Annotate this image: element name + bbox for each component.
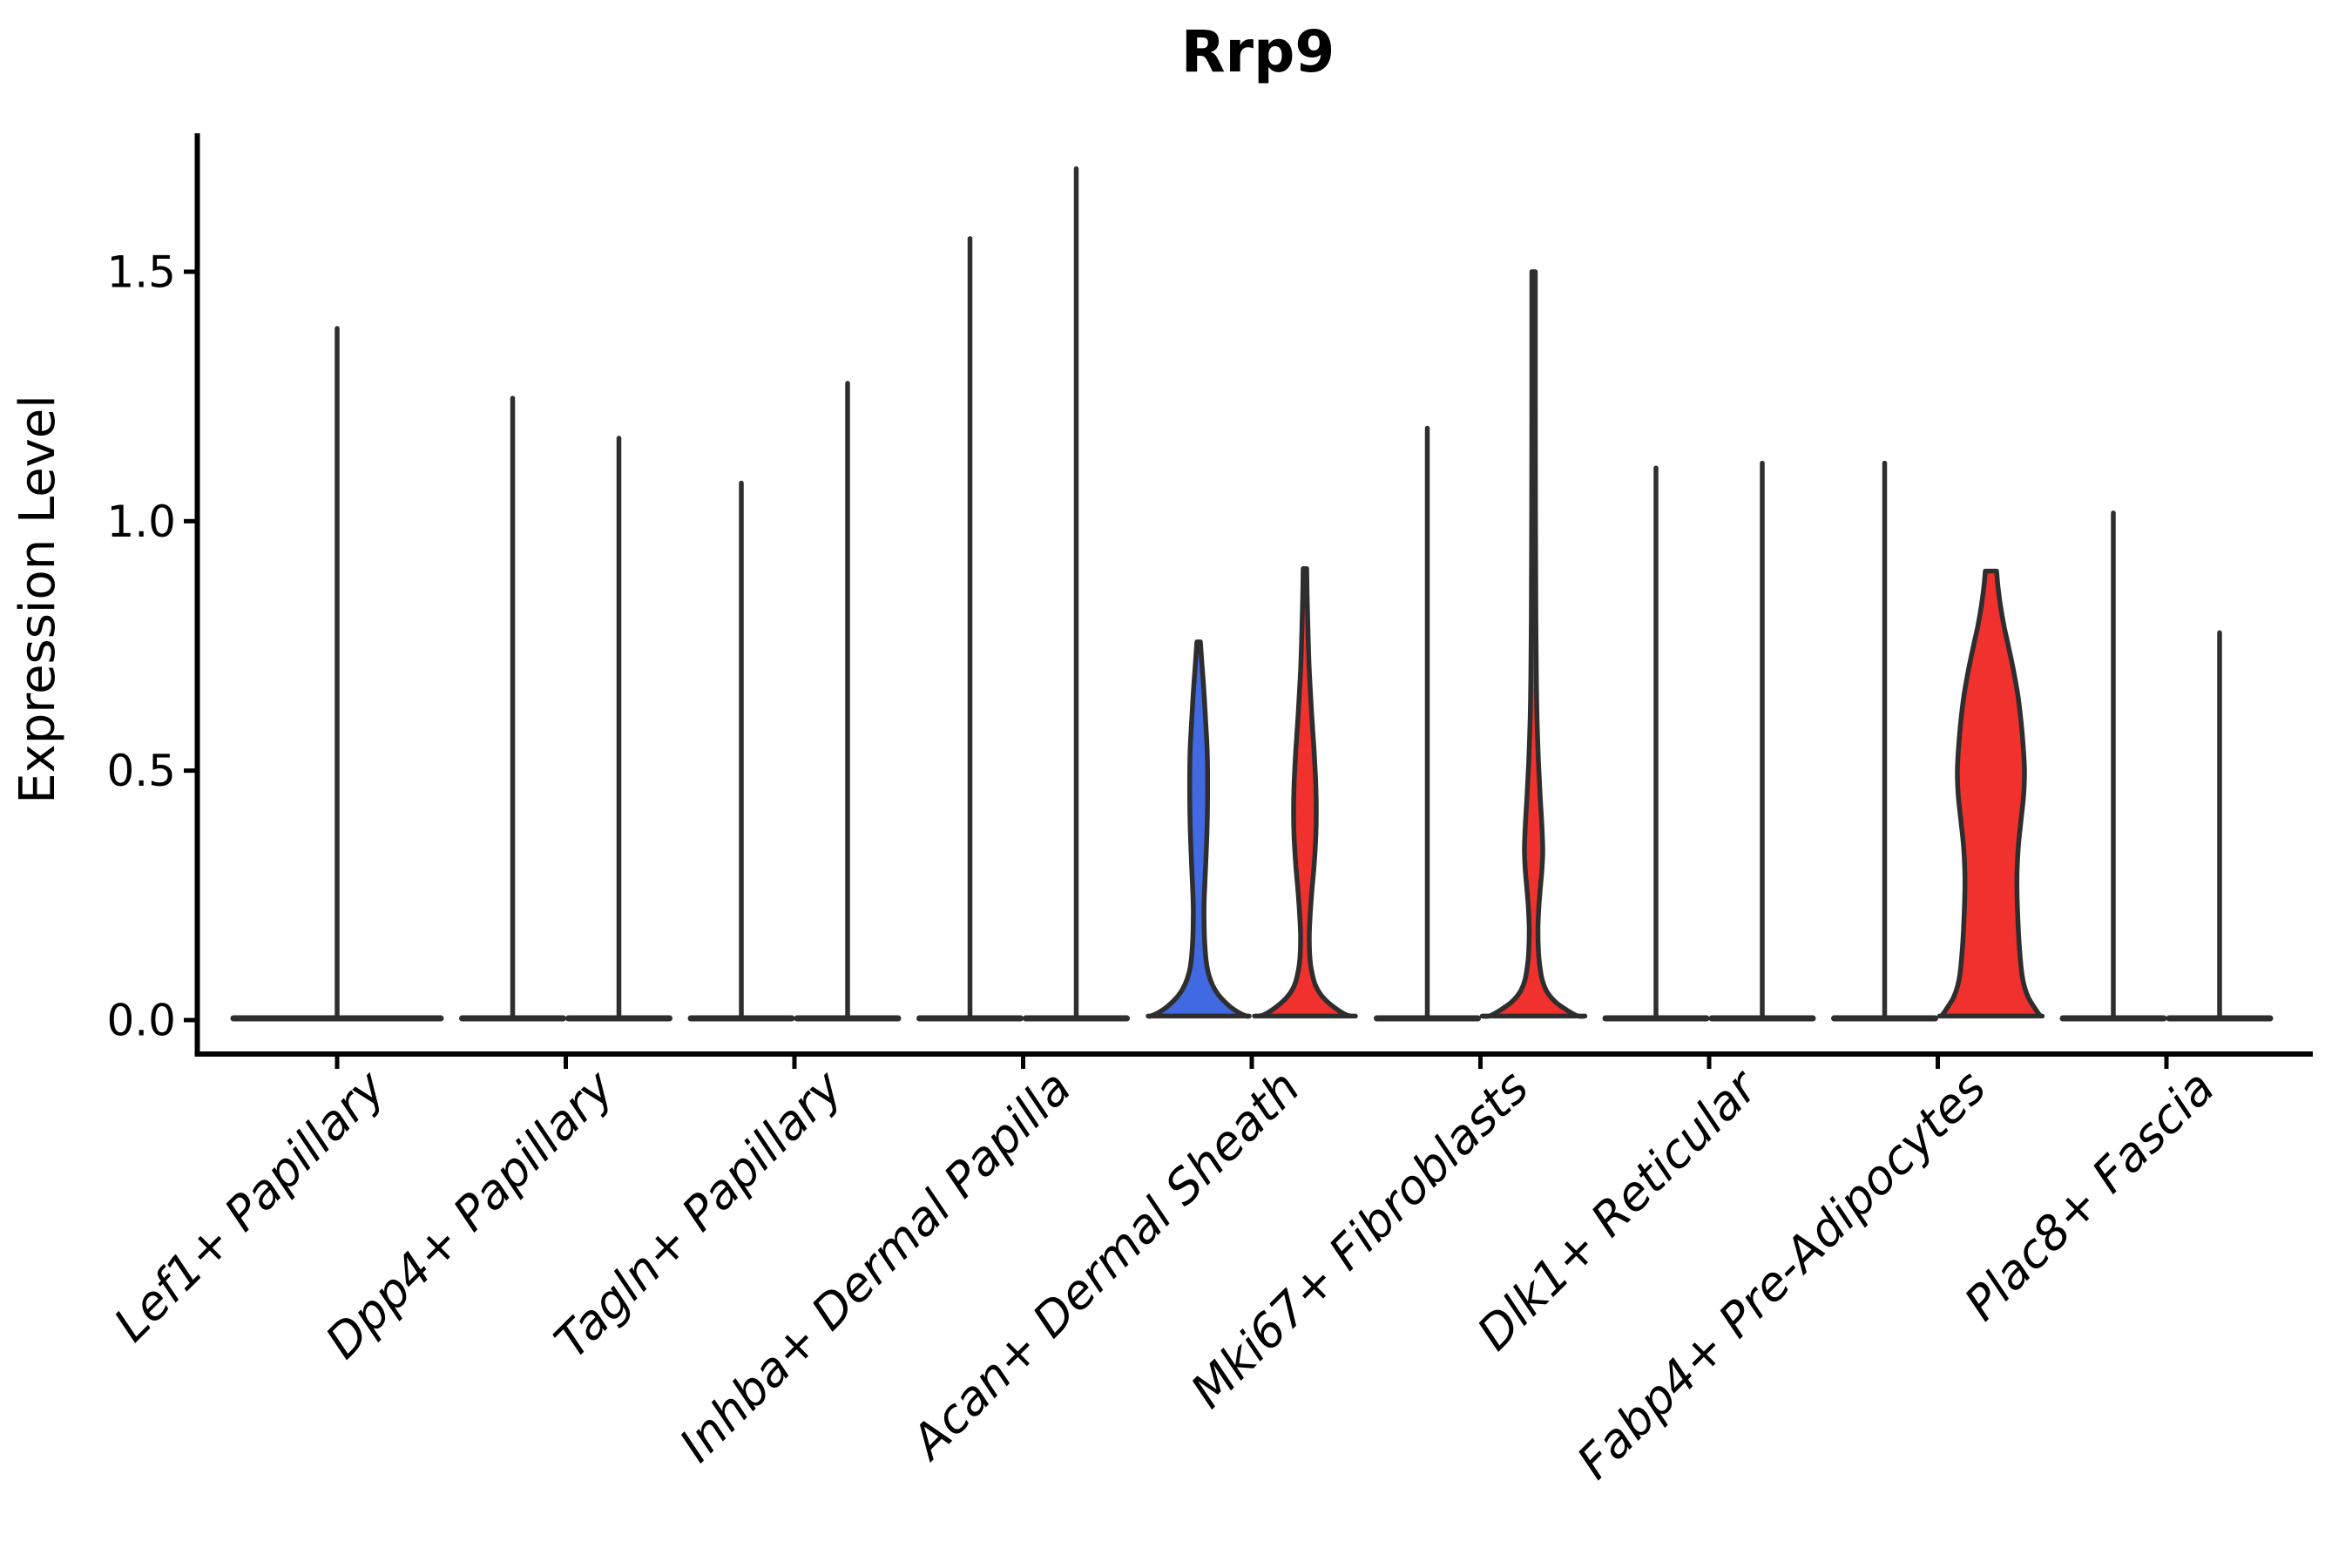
violin-body-red	[1936, 568, 2045, 1019]
violin-body-red	[1252, 565, 1358, 1019]
y-tick-marks	[184, 269, 197, 1023]
x-label-fabp4-pre-adipocytes: Fabp4+ Pre-Adipocytes	[1566, 1060, 1996, 1490]
violin-group-fabp4-pre-adipocytes	[1831, 460, 2045, 1022]
y-tick-label-10: 1.0	[106, 497, 176, 547]
violin-group-tagln-papillary	[687, 381, 902, 1022]
violin-group-inhba-dermal-papilla	[916, 166, 1130, 1022]
violin-group-dpp4-papillary	[459, 395, 672, 1022]
x-tick-marks	[335, 1054, 2169, 1069]
x-category-labels: Lef1+ Papillary Dpp4+ Papillary Tagln+ P…	[104, 1058, 2225, 1490]
x-label-inhba-dermal-papilla: Inhba+ Dermal Papilla	[669, 1060, 1082, 1473]
y-tick-label-15: 1.5	[106, 247, 176, 298]
x-label-acan-dermal-sheath: Acan+ Dermal Sheath	[899, 1060, 1310, 1471]
violin-group-lef1-papillary	[230, 326, 444, 1022]
y-tick-label-05: 0.5	[106, 746, 176, 796]
chart-title: Rrp9	[1181, 18, 1335, 85]
x-label-plac8-fascia: Plac8+ Fascia	[1954, 1060, 2225, 1331]
violin-body-blue	[1146, 639, 1252, 1019]
violin-group-mki67-fibroblasts	[1374, 269, 1588, 1022]
y-axis-label: Expression Level	[10, 395, 66, 804]
y-tick-labels: 0.0 0.5 1.0 1.5	[106, 247, 176, 1046]
y-tick-label-0: 0.0	[106, 996, 176, 1046]
violins-layer	[230, 166, 2274, 1022]
violin-group-acan-dermal-sheath	[1146, 565, 1358, 1019]
violin-body-red	[1479, 269, 1588, 1019]
violin-group-plac8-fascia	[2059, 510, 2274, 1022]
violin-group-dlk1-reticular	[1602, 460, 1816, 1022]
